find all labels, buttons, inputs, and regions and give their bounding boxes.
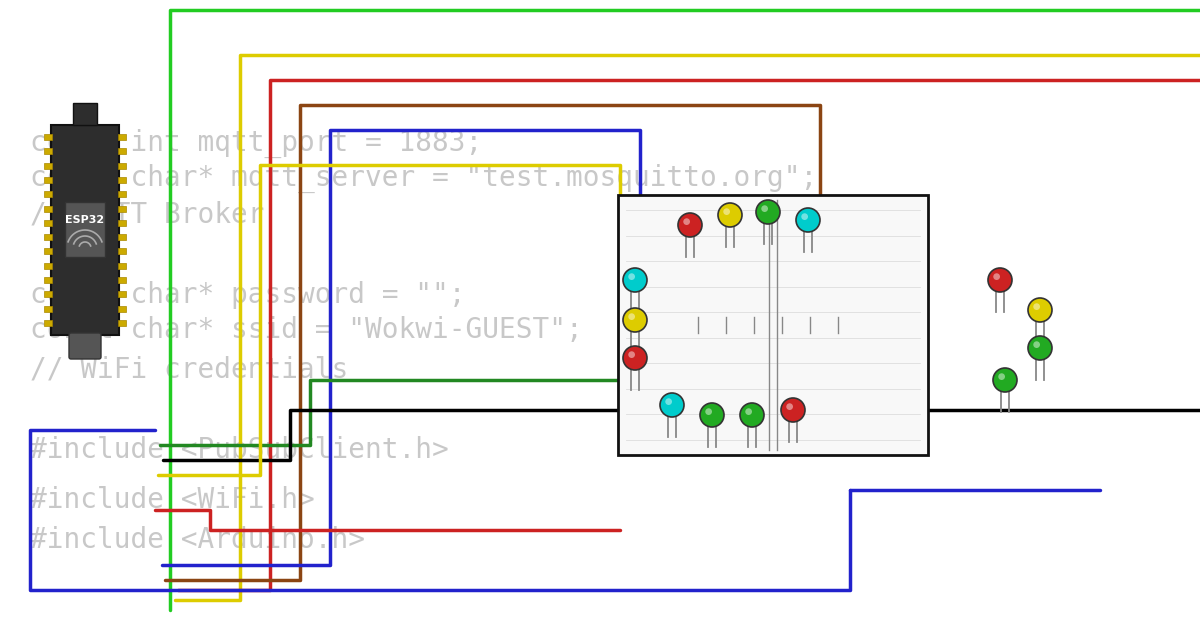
Bar <box>118 134 126 140</box>
Circle shape <box>745 408 752 415</box>
Circle shape <box>629 273 635 280</box>
Circle shape <box>660 393 684 417</box>
Text: #include <WiFi.h>: #include <WiFi.h> <box>30 486 314 514</box>
Bar <box>44 248 52 255</box>
Circle shape <box>1033 341 1040 348</box>
Circle shape <box>623 268 647 292</box>
Bar <box>44 205 52 212</box>
Bar <box>118 263 126 269</box>
Circle shape <box>1028 336 1052 360</box>
Bar <box>44 306 52 312</box>
Bar <box>118 248 126 255</box>
Circle shape <box>994 368 1018 392</box>
Circle shape <box>629 352 635 358</box>
Bar <box>73 103 97 125</box>
Circle shape <box>1033 303 1040 310</box>
Circle shape <box>678 213 702 237</box>
Circle shape <box>718 203 742 227</box>
Bar <box>44 320 52 326</box>
Circle shape <box>740 403 764 427</box>
Text: const int mqtt_port = 1883;: const int mqtt_port = 1883; <box>30 129 482 158</box>
Circle shape <box>665 398 672 405</box>
Bar <box>118 320 126 326</box>
Circle shape <box>629 313 635 320</box>
Bar <box>44 177 52 183</box>
Circle shape <box>756 200 780 224</box>
Bar <box>65 202 106 257</box>
Bar <box>118 148 126 154</box>
Bar <box>118 220 126 226</box>
Text: ESP32: ESP32 <box>66 215 104 225</box>
Circle shape <box>796 208 820 232</box>
Circle shape <box>994 273 1000 280</box>
Text: // MQTT Broker: // MQTT Broker <box>30 201 264 229</box>
Bar <box>118 192 126 197</box>
Bar <box>44 234 52 240</box>
Text: #include <Arduino.h>: #include <Arduino.h> <box>30 526 365 554</box>
Bar <box>44 277 52 283</box>
Bar <box>118 163 126 169</box>
Circle shape <box>700 403 724 427</box>
Text: const char* password = "";: const char* password = ""; <box>30 281 466 309</box>
Text: #include <PubSubClient.h>: #include <PubSubClient.h> <box>30 436 449 464</box>
Circle shape <box>786 403 793 410</box>
Circle shape <box>683 218 690 225</box>
Circle shape <box>623 308 647 332</box>
Circle shape <box>706 408 712 415</box>
Bar <box>44 163 52 169</box>
Circle shape <box>781 398 805 422</box>
Bar <box>44 192 52 197</box>
Bar <box>50 125 119 335</box>
Bar <box>118 277 126 283</box>
Text: // WiFi credentials: // WiFi credentials <box>30 356 348 384</box>
Text: const char* ssid = "Wokwi-GUEST";: const char* ssid = "Wokwi-GUEST"; <box>30 316 583 344</box>
Circle shape <box>724 209 730 215</box>
Bar <box>44 134 52 140</box>
Circle shape <box>998 374 1006 380</box>
Bar <box>118 177 126 183</box>
FancyBboxPatch shape <box>70 333 101 359</box>
Bar <box>44 292 52 297</box>
Bar <box>118 292 126 297</box>
Circle shape <box>988 268 1012 292</box>
Bar <box>618 195 928 455</box>
Circle shape <box>1028 298 1052 322</box>
Bar <box>118 234 126 240</box>
Bar <box>118 205 126 212</box>
Bar <box>118 306 126 312</box>
Circle shape <box>623 346 647 370</box>
Bar <box>44 220 52 226</box>
Circle shape <box>802 214 808 220</box>
Bar <box>44 263 52 269</box>
Text: const char* mqtt_server = "test.mosquitto.org";: const char* mqtt_server = "test.mosquitt… <box>30 163 817 193</box>
Bar <box>44 148 52 154</box>
Circle shape <box>761 205 768 212</box>
